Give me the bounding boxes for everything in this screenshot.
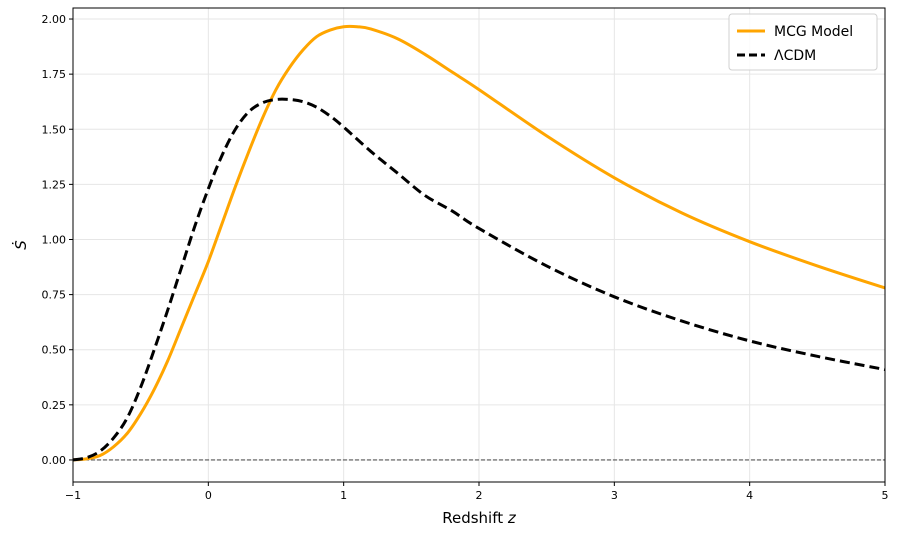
y-tick-label: 1.00 (42, 233, 67, 246)
grid (72, 8, 886, 482)
x-tick-label: 3 (611, 489, 618, 502)
y-tick-label: 0.75 (42, 289, 67, 302)
y-tick-label: 0.50 (42, 344, 67, 357)
legend: MCG Model ΛCDM (728, 13, 878, 71)
y-tick-label: 0.00 (42, 454, 67, 467)
series-lines (72, 24, 886, 462)
x-axis-label-text: Redshift (442, 509, 508, 527)
x-tick-label: −1 (65, 489, 81, 502)
legend-box (728, 13, 878, 71)
x-tick-label: 1 (340, 489, 347, 502)
x-tick-label: 5 (882, 489, 889, 502)
series-line-1 (72, 97, 886, 462)
x-tick-label: 0 (205, 489, 212, 502)
x-axis-label-variable: z (507, 509, 517, 527)
y-tick-label: 1.25 (42, 178, 67, 191)
series-line-0 (72, 24, 886, 462)
y-tick-label: 1.75 (42, 68, 67, 81)
ticks: −1 0 1 2 3 4 5 0.00 0.25 0.50 0.75 1.00 1.25 1.50 1.75… (42, 13, 889, 502)
y-tick-label: 0.25 (42, 399, 67, 412)
x-tick-label: 4 (746, 489, 753, 502)
x-tick-label: 2 (476, 489, 483, 502)
y-axis-label: Ṡ (11, 240, 30, 250)
legend-label-1: ΛCDM (774, 48, 816, 64)
y-tick-label: 2.00 (42, 13, 67, 26)
x-axis-label: Redshift z (442, 509, 517, 527)
legend-label-0: MCG Model (774, 24, 853, 40)
y-tick-label: 1.50 (42, 123, 67, 136)
